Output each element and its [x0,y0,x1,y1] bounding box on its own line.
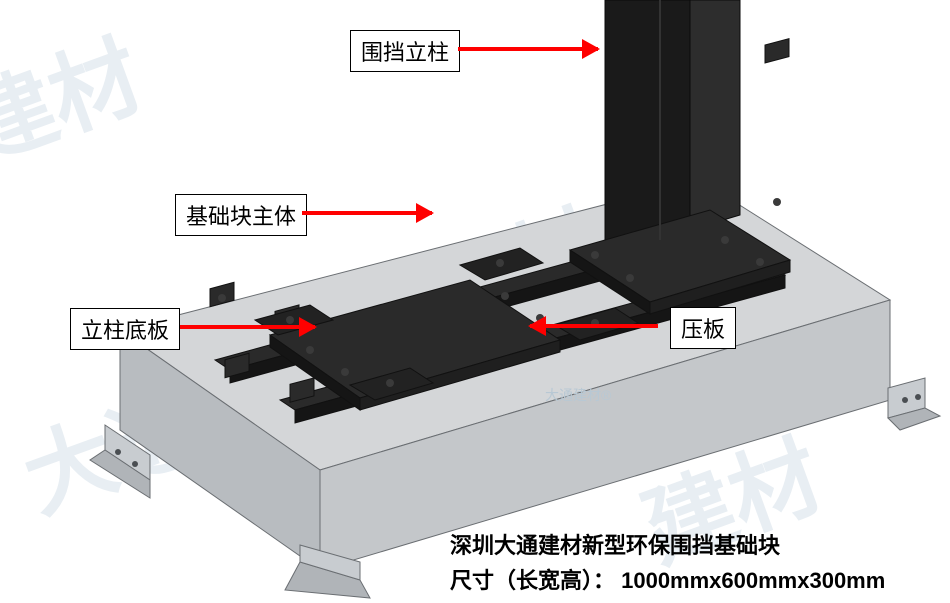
small-watermark: 大通建材® [545,385,611,405]
foundation-block-diagram [0,0,950,603]
caption-title: 深圳大通建材新型环保围挡基础块 [450,528,780,560]
label-bottom-plate: 立柱底板 [70,308,180,350]
arrow-pillar [458,47,598,51]
arrow-bottom-plate [180,325,315,329]
label-base-body: 基础块主体 [175,194,307,236]
caption-dimensions: 尺寸（长宽高）： 1000mmx600mmx300mm [450,563,885,595]
arrow-base-body [302,211,432,215]
arrow-press-plate [530,324,658,328]
label-press-plate: 压板 [670,307,736,349]
label-pillar: 围挡立柱 [350,30,460,72]
